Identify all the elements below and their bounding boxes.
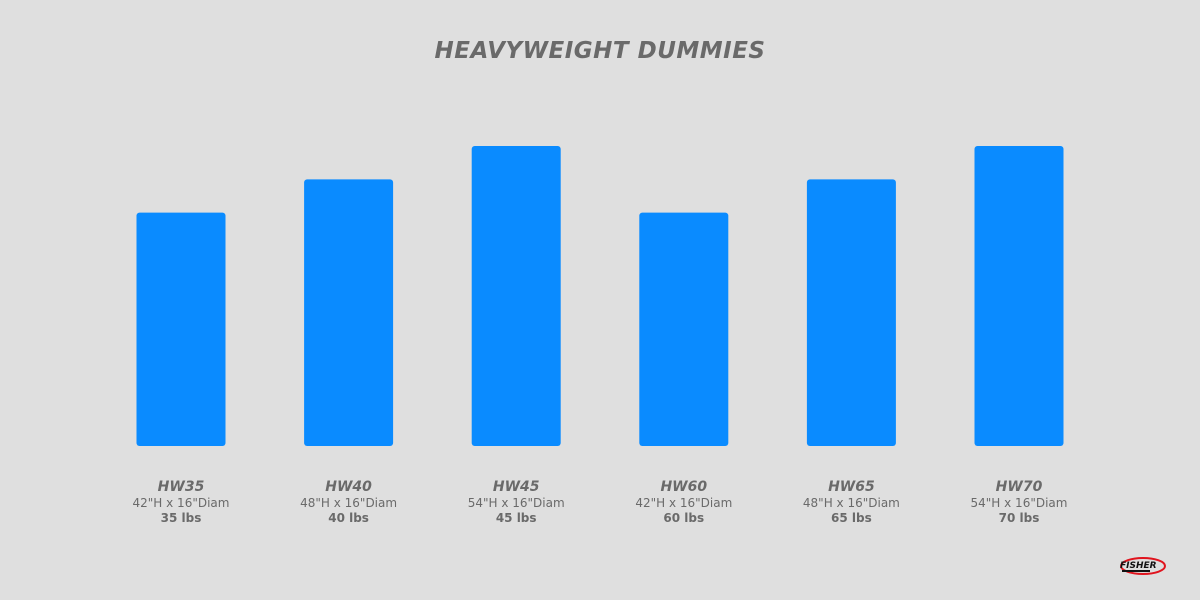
label-hw65: HW65 48"H x 16"Diam 65 lbs — [771, 479, 931, 526]
fisher-logo: FISHER — [1120, 557, 1166, 575]
label-hw40: HW40 48"H x 16"Diam 40 lbs — [269, 479, 429, 526]
dimensions-label: 54"H x 16"Diam — [970, 496, 1068, 510]
weight-label: 70 lbs — [998, 511, 1040, 525]
weight-label: 45 lbs — [495, 511, 537, 525]
bar-hw70 — [974, 146, 1064, 446]
label-hw60: HW60 42"H x 16"Diam 60 lbs — [604, 479, 764, 526]
bar-hw35 — [136, 212, 226, 446]
model-name: HW40 — [325, 479, 372, 495]
dimensions-label: 42"H x 16"Diam — [635, 496, 733, 510]
bar-hw60 — [639, 212, 729, 446]
label-hw45: HW45 54"H x 16"Diam 45 lbs — [436, 479, 596, 526]
label-hw70: HW70 54"H x 16"Diam 70 lbs — [939, 479, 1099, 526]
bar-hw45 — [471, 146, 561, 446]
model-name: HW60 — [660, 479, 708, 495]
bar-hw65 — [806, 179, 896, 447]
bar-hw40 — [304, 179, 394, 447]
dimensions-label: 48"H x 16"Diam — [802, 496, 900, 510]
weight-label: 40 lbs — [328, 511, 369, 525]
dimensions-label: 42"H x 16"Diam — [132, 496, 230, 510]
dimensions-label: 54"H x 16"Diam — [467, 496, 565, 510]
model-name: HW45 — [492, 479, 540, 495]
chart-title: HEAVYWEIGHT DUMMIES — [434, 38, 766, 64]
model-name: HW65 — [828, 479, 875, 495]
weight-label: 65 lbs — [831, 511, 872, 525]
model-name: HW35 — [157, 479, 205, 495]
weight-label: 60 lbs — [663, 511, 705, 525]
svg-text:FISHER: FISHER — [1120, 561, 1157, 571]
dimensions-label: 48"H x 16"Diam — [300, 496, 398, 510]
weight-label: 35 lbs — [160, 511, 202, 525]
model-name: HW70 — [995, 479, 1043, 495]
label-hw35: HW35 42"H x 16"Diam 35 lbs — [101, 479, 261, 526]
